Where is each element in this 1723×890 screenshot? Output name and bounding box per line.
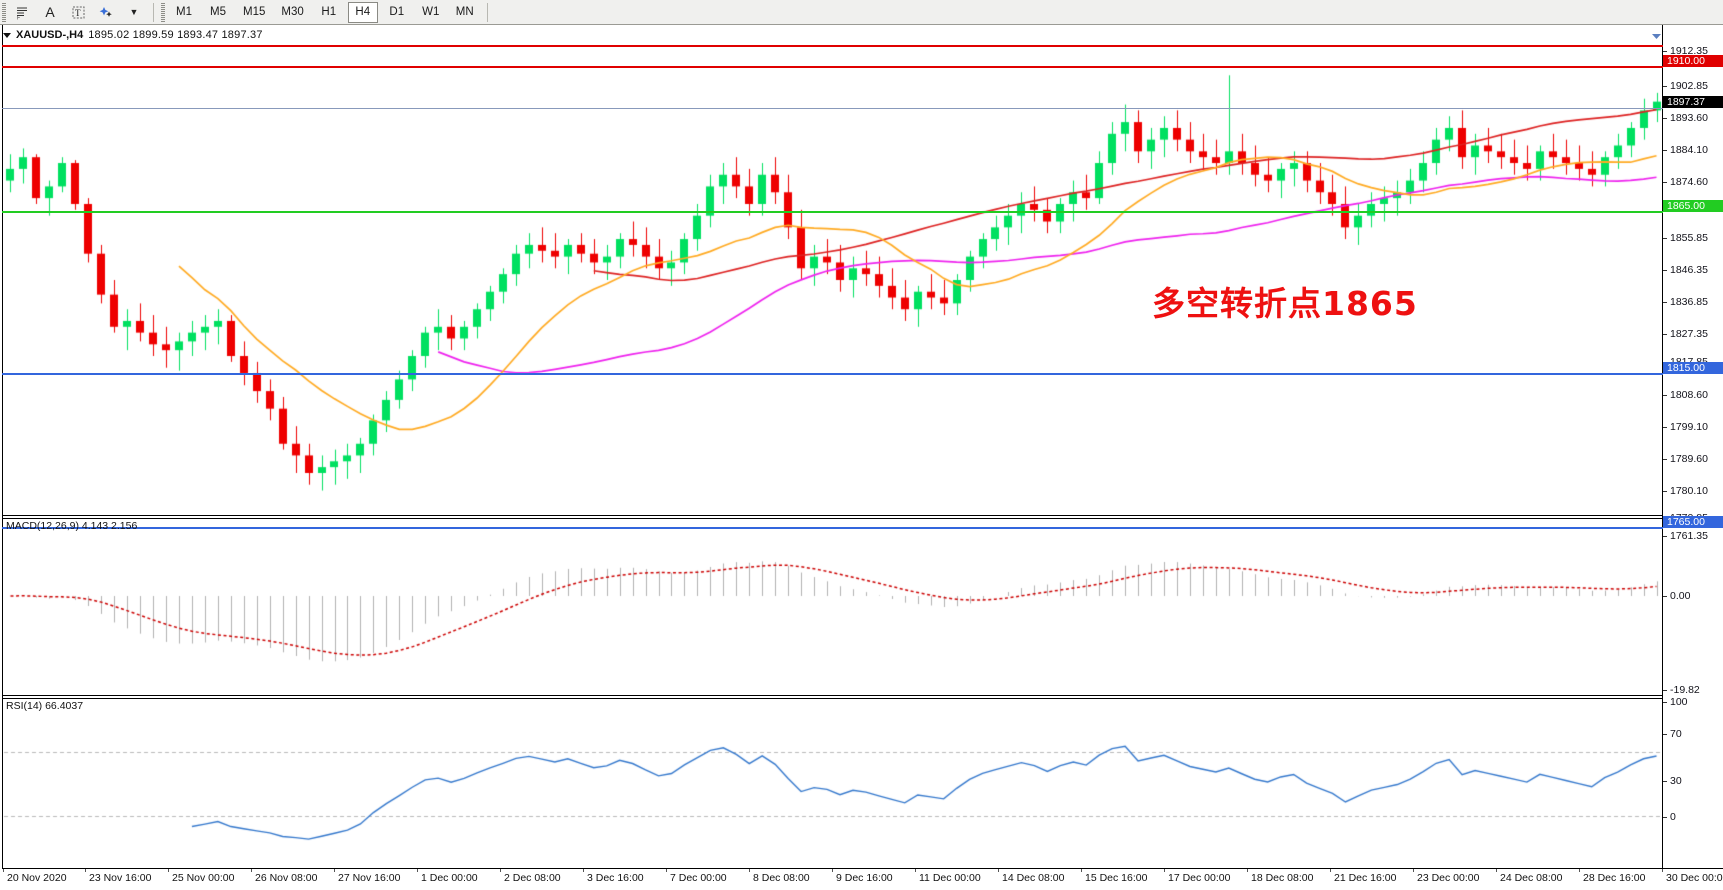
time-label: 7 Dec 00:00 <box>666 869 727 884</box>
rsi-panel-separator <box>2 695 1723 696</box>
chart-canvas[interactable] <box>0 25 1723 890</box>
price-tick: 1836.85 <box>1663 297 1723 308</box>
price-tag-1765-00[interactable]: 1765.00 <box>1663 516 1723 528</box>
timeframe-m30[interactable]: M30 <box>281 6 304 18</box>
rsi-panel-separator-2 <box>2 698 1723 699</box>
time-label: 15 Dec 16:00 <box>1080 869 1148 884</box>
time-label: 20 Nov 2020 <box>3 869 67 884</box>
time-label: 14 Dec 08:00 <box>997 869 1065 884</box>
price-axis[interactable]: 1912.35 1902.85 1893.60 1884.10 1874.60 1855.… <box>1663 25 1723 868</box>
price-tick: 1855.85 <box>1663 233 1723 244</box>
level-line-1910-00[interactable] <box>2 66 1663 68</box>
chart-annotation: 多空转折点1865 <box>1152 284 1418 323</box>
price-tick: 1799.10 <box>1663 422 1723 433</box>
timeframe-m15[interactable]: M15 <box>243 6 266 18</box>
indicator-list-icon[interactable]: F <box>9 2 35 23</box>
level-line-1815-00[interactable] <box>2 373 1663 375</box>
price-tick: 1846.35 <box>1663 265 1723 276</box>
time-label: 23 Dec 00:00 <box>1412 869 1480 884</box>
timeframe-m1[interactable]: M1 <box>176 6 192 18</box>
timeframe-mn[interactable]: MN <box>455 6 474 18</box>
timeframe-w1[interactable]: W1 <box>422 6 440 18</box>
symbol-underline <box>2 45 1663 47</box>
timeframe-grip[interactable] <box>161 2 165 22</box>
macd-panel-separator <box>2 515 1723 516</box>
macd-tick: -19.82 <box>1663 685 1723 696</box>
time-label: 25 Nov 00:00 <box>167 869 235 884</box>
time-label: 3 Dec 16:00 <box>583 869 644 884</box>
price-tick: 1912.35 <box>1663 46 1723 57</box>
price-tick: 1808.60 <box>1663 390 1723 401</box>
price-axis-border <box>1662 25 1663 868</box>
level-line-1897-37[interactable] <box>2 108 1663 109</box>
chart-area[interactable]: XAUUSD-,H4 1895.02 1899.59 1893.47 1897.… <box>0 25 1723 890</box>
time-label: 26 Nov 08:00 <box>250 869 318 884</box>
rsi-tick: 100 <box>1663 697 1723 708</box>
svg-text:F: F <box>17 15 20 20</box>
price-tag-1910-00[interactable]: 1910.00 <box>1663 55 1723 67</box>
level-line-1865-00[interactable] <box>2 211 1663 213</box>
price-tick: 1874.60 <box>1663 177 1723 188</box>
price-tick: 1884.10 <box>1663 145 1723 156</box>
price-tag-1897-37[interactable]: 1897.37 <box>1663 96 1723 108</box>
timeframe-h4[interactable]: H4 <box>347 1 378 23</box>
macd-tick: 0.00 <box>1663 591 1723 602</box>
macd-panel-separator-2 <box>2 518 1723 519</box>
time-label: 27 Nov 16:00 <box>333 869 401 884</box>
time-label: 1 Dec 00:00 <box>417 869 478 884</box>
text-tool-icon[interactable]: A <box>45 4 55 20</box>
price-tick: 1780.10 <box>1663 486 1723 497</box>
chart-bottom-border <box>2 868 1723 869</box>
price-tag-1865-00[interactable]: 1865.00 <box>1663 200 1723 212</box>
chart-left-border <box>2 25 3 868</box>
price-tick: 1902.85 <box>1663 81 1723 92</box>
price-tag-1815-00[interactable]: 1815.00 <box>1663 362 1723 374</box>
timeframe-m5[interactable]: M5 <box>210 6 226 18</box>
toolbar-divider <box>153 2 154 22</box>
rsi-indicator-label: RSI(14) 66.4037 <box>6 700 84 712</box>
dropdown-arrow-icon[interactable]: ▼ <box>129 7 139 17</box>
macd-indicator-label: MACD(12,26,9) 4.143 2.156 <box>6 520 138 532</box>
rsi-tick: 0 <box>1663 812 1723 823</box>
time-label: 18 Dec 08:00 <box>1246 869 1314 884</box>
time-label: 21 Dec 16:00 <box>1329 869 1397 884</box>
time-axis: 20 Nov 2020 23 Nov 16:00 25 Nov 00:00 26 No… <box>0 869 1723 890</box>
price-tick: 1827.35 <box>1663 329 1723 340</box>
toolbar-grip[interactable] <box>2 2 6 22</box>
timeframe-d1[interactable]: D1 <box>389 6 405 18</box>
time-label: 23 Nov 16:00 <box>84 869 152 884</box>
time-label: 24 Dec 08:00 <box>1495 869 1563 884</box>
price-tick: 1893.60 <box>1663 113 1723 124</box>
toolbar: F A T ▼ M1 M5 M15 M30 H1 H4 D1 <box>0 0 1723 25</box>
time-label: 8 Dec 08:00 <box>749 869 810 884</box>
rsi-tick: 30 <box>1663 776 1723 787</box>
rsi-tick: 70 <box>1663 729 1723 740</box>
timeframe-h1[interactable]: H1 <box>321 6 337 18</box>
time-label: 11 Dec 00:00 <box>915 869 981 884</box>
price-tick: 1789.60 <box>1663 454 1723 465</box>
time-label: 28 Dec 16:00 <box>1578 869 1646 884</box>
ohlc-values: 1895.02 1899.59 1893.47 1897.37 <box>88 29 263 41</box>
symbol-header: XAUUSD-,H4 1895.02 1899.59 1893.47 1897.… <box>3 28 263 42</box>
time-label: 9 Dec 16:00 <box>832 869 893 884</box>
time-label: 17 Dec 00:00 <box>1163 869 1231 884</box>
svg-text:T: T <box>75 8 81 18</box>
collapse-caret-icon[interactable] <box>3 32 11 38</box>
time-label: 30 Dec 00:00 <box>1661 869 1723 884</box>
price-tick: 1761.35 <box>1663 531 1723 542</box>
objects-icon[interactable] <box>93 2 119 23</box>
chart-scroll-marker[interactable] <box>1652 26 1661 39</box>
label-tool-icon[interactable]: T <box>65 2 91 23</box>
symbol-label: XAUUSD-,H4 <box>16 29 84 41</box>
time-label: 2 Dec 08:00 <box>500 869 561 884</box>
toolbar-divider-2 <box>486 2 488 22</box>
level-line-1765-00[interactable] <box>2 527 1663 529</box>
